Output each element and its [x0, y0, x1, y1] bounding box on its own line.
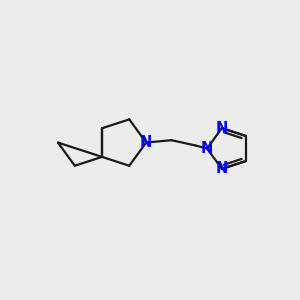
Text: N: N: [216, 121, 228, 136]
Text: N: N: [201, 141, 213, 156]
Text: N: N: [216, 161, 228, 176]
Text: N: N: [140, 135, 152, 150]
